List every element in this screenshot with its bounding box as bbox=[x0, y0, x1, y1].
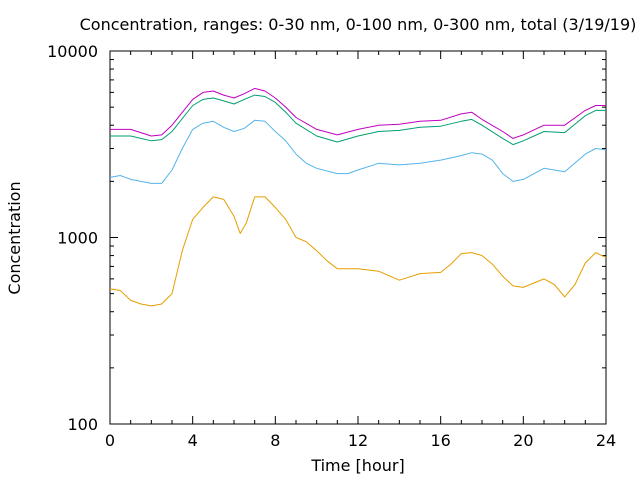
y-axis: 100 1000 10000 bbox=[47, 42, 606, 434]
x-tick-label: 0 bbox=[105, 431, 115, 450]
y-tick-label: 1000 bbox=[57, 229, 98, 248]
plot-border bbox=[109, 50, 607, 425]
series-line-1 bbox=[110, 87, 606, 139]
y-axis-label: Concentration bbox=[5, 181, 24, 294]
series-line-3 bbox=[109, 119, 607, 184]
x-axis-label: Time [hour] bbox=[310, 456, 404, 475]
x-tick-label: 24 bbox=[596, 431, 616, 450]
series-line-4 bbox=[109, 196, 607, 307]
chart-title: Concentration, ranges: 0-30 nm, 0-100 nm… bbox=[80, 15, 637, 34]
y-tick-label: 100 bbox=[67, 415, 98, 434]
x-tick-label: 8 bbox=[270, 431, 280, 450]
x-tick-label: 16 bbox=[430, 431, 450, 450]
series-line-2 bbox=[110, 94, 606, 146]
x-axis: 0 4 8 12 16 20 24 bbox=[105, 51, 616, 450]
x-tick-label: 4 bbox=[188, 431, 198, 450]
series-layer bbox=[109, 87, 607, 307]
y-tick-label: 10000 bbox=[47, 42, 98, 61]
x-tick-label: 20 bbox=[513, 431, 533, 450]
plot-frame bbox=[109, 50, 607, 425]
x-tick-label: 12 bbox=[348, 431, 368, 450]
